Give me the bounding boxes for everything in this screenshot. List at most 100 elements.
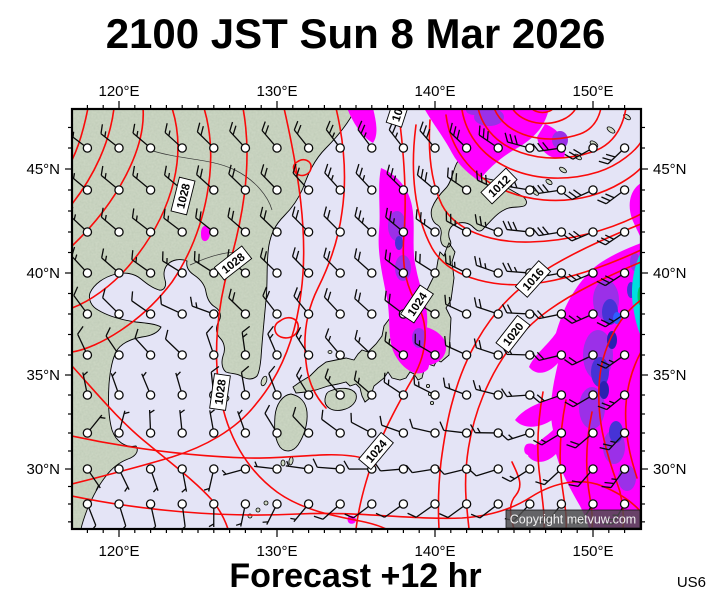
isobar-line [461, 109, 641, 179]
wind-barb-station [379, 415, 409, 438]
wind-barb-station [228, 288, 251, 319]
wind-barb-station [82, 371, 93, 400]
axis-label-right: 35°N [653, 367, 687, 384]
wind-barb-station [145, 464, 159, 493]
wind-barb-station [313, 499, 345, 520]
wind-barb-station [82, 499, 97, 529]
wind-barb-station [131, 250, 156, 278]
wind-barb-station [501, 464, 535, 483]
wind-barb-station [177, 499, 187, 529]
wind-barb-station [449, 122, 472, 153]
wind-barb-station [532, 141, 567, 153]
wind-barb-station [354, 206, 377, 237]
wind-barb-station [357, 120, 377, 153]
wind-barb-station [444, 294, 472, 319]
wind-barb-station [268, 365, 282, 400]
wind-barb-station [77, 326, 93, 360]
isobar-line [292, 159, 312, 177]
wind-barb-station [227, 207, 251, 237]
wind-barb-station [195, 208, 219, 237]
wind-barb-station [259, 206, 282, 237]
wind-barb-station [354, 329, 377, 360]
wind-barb-station [132, 165, 156, 195]
wind-barb-station [114, 499, 127, 529]
wind-barb-station [532, 226, 567, 237]
axis-label-bottom: 150°E [572, 543, 613, 560]
wind-barb-station [325, 120, 345, 153]
wind-barb-station [100, 207, 124, 237]
axis-label-right: 45°N [653, 161, 687, 178]
isobar-line [511, 109, 577, 125]
wind-barb-station [474, 214, 503, 237]
wind-barb-station [131, 291, 156, 319]
wind-barb-station [439, 499, 472, 519]
isobar-line [72, 365, 229, 529]
wind-barb-station [295, 326, 314, 360]
wind-barb-station [292, 163, 314, 195]
isobar-line [445, 114, 641, 202]
axis-label-right: 40°N [653, 265, 687, 282]
wind-barb-station [196, 122, 219, 153]
wind-barb-station [177, 409, 187, 438]
wind-barb-station [354, 289, 377, 319]
isobar-line [437, 223, 641, 529]
chart-title: 2100 JST Sun 8 Mar 2026 [105, 10, 606, 57]
wind-barb-station [597, 185, 630, 205]
isobar-line [493, 109, 602, 140]
wind-barb-station [419, 121, 440, 153]
wind-barb-station [470, 499, 503, 519]
wind-barb-station [141, 371, 156, 400]
wind-barb-station [414, 333, 440, 360]
wind-barb-station [468, 464, 503, 477]
isobar-line [72, 109, 305, 485]
wind-barb-station [563, 309, 598, 324]
wind-barb-station [501, 388, 535, 400]
wind-barb-station [203, 464, 219, 492]
wind-barb-station [500, 428, 535, 441]
wind-barb-station [384, 249, 409, 278]
isobar-line [597, 299, 641, 529]
wind-barb-station [164, 329, 187, 360]
wind-barb-station [375, 499, 409, 518]
wind-barb-station [189, 296, 219, 319]
wind-barb-station [532, 309, 567, 320]
isobar-line [72, 109, 89, 161]
wind-barb-station [221, 464, 251, 476]
wind-barb-station [416, 165, 440, 195]
wind-barb-station [291, 247, 314, 278]
wind-barb-station [100, 124, 124, 153]
wind-barb-station [442, 377, 472, 400]
wind-barb-station [161, 251, 187, 278]
wind-barb-station [563, 227, 598, 242]
copyright-watermark: Copyright metvuw.com [505, 509, 641, 529]
wind-barb-station [502, 220, 535, 237]
wind-barb-station [324, 163, 345, 195]
wind-barb-station [323, 247, 345, 278]
axis-labels: 120°E 130°E 140°E 150°E 120°E 130°E 140°E 150°E… [26, 83, 686, 560]
wind-barb-station [353, 248, 377, 278]
wind-barb-station [568, 464, 598, 488]
wind-barb-station [350, 412, 377, 438]
wind-barb-station [267, 325, 282, 360]
wind-barb-station [262, 286, 282, 319]
wind-barb-station [564, 350, 598, 366]
wind-barb-station [533, 428, 567, 446]
wind-barb-station [596, 227, 630, 246]
map-content: 1028102810281010121016102010241024Copyri… [72, 109, 641, 529]
wind-barb-station [262, 499, 282, 525]
wind-barb-station [293, 287, 314, 319]
wind-barb-station [145, 409, 156, 438]
wind-barb-station [240, 325, 251, 360]
wind-barb-station [261, 121, 282, 153]
wind-barb-station [101, 248, 124, 278]
wind-barb-station [353, 370, 377, 400]
wind-barb-station [159, 294, 187, 319]
wind-barb-station [114, 410, 130, 438]
wind-barb-station [469, 424, 503, 438]
precipitation-layer [201, 109, 641, 529]
wind-barb-station [102, 288, 124, 319]
wind-barb-station [175, 371, 187, 400]
wind-barb-station [439, 421, 472, 438]
wind-barb-station [72, 246, 93, 278]
